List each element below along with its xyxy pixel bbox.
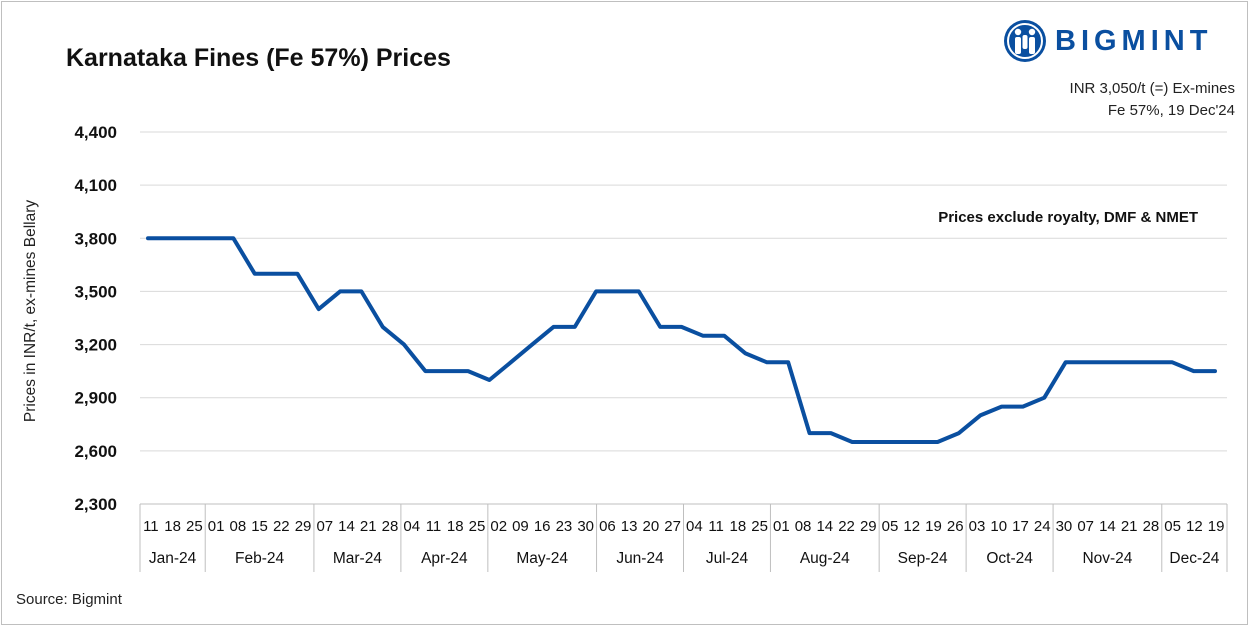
x-month-label: Apr-24	[421, 550, 468, 567]
x-day-tick-label: 14	[816, 518, 833, 535]
x-day-tick-label: 05	[882, 518, 899, 535]
x-month-label: Oct-24	[986, 550, 1033, 567]
x-day-tick-label: 25	[751, 518, 768, 535]
x-day-tick-label: 08	[795, 518, 812, 535]
x-day-tick-label: 01	[208, 518, 225, 535]
x-month-label: Sep-24	[898, 550, 948, 567]
y-axis-ticks: 2,300 2,600 2,900 3,200 3,500 3,800 4,100 4,400	[74, 123, 117, 514]
x-day-tick-label: 22	[273, 518, 290, 535]
x-month-label: Feb-24	[235, 550, 284, 567]
y-tick-label: 2,300	[74, 495, 117, 514]
x-day-tick-label: 02	[490, 518, 507, 535]
x-month-label: Nov-24	[1082, 550, 1132, 567]
x-day-tick-label: 09	[512, 518, 529, 535]
x-day-tick-label: 20	[643, 518, 660, 535]
x-day-tick-label: 30	[577, 518, 594, 535]
x-day-tick-label: 12	[903, 518, 920, 535]
price-line	[146, 236, 1217, 444]
price-series	[146, 236, 1217, 444]
x-day-tick-label: 22	[838, 518, 855, 535]
x-day-tick-label: 17	[1012, 518, 1029, 535]
x-day-tick-label: 04	[403, 518, 420, 535]
price-exclusion-note: Prices exclude royalty, DMF & NMET	[938, 209, 1198, 226]
x-day-tick-label: 12	[1186, 518, 1203, 535]
x-month-label: Mar-24	[333, 550, 382, 567]
gridlines	[140, 131, 1227, 452]
bigmint-logo-icon	[1004, 20, 1046, 62]
x-day-tick-label: 13	[621, 518, 638, 535]
x-day-tick-label: 18	[164, 518, 181, 535]
x-day-tick-label: 08	[229, 518, 246, 535]
x-day-tick-label: 25	[469, 518, 486, 535]
x-day-tick-label: 16	[534, 518, 551, 535]
y-tick-label: 4,100	[74, 176, 117, 195]
x-day-tick-label: 11	[426, 518, 442, 535]
x-day-tick-label: 19	[1208, 518, 1225, 535]
x-day-tick-label: 07	[1077, 518, 1094, 535]
x-day-tick-label: 07	[316, 518, 333, 535]
x-day-tick-label: 28	[382, 518, 399, 535]
x-day-tick-label: 21	[1121, 518, 1138, 535]
x-day-tick-label: 30	[1056, 518, 1073, 535]
y-tick-label: 3,800	[74, 229, 117, 248]
x-day-tick-label: 19	[925, 518, 942, 535]
x-month-label: Dec-24	[1169, 550, 1219, 567]
y-tick-label: 2,900	[74, 389, 117, 408]
source-note: Source: Bigmint	[16, 591, 122, 608]
x-month-label: Aug-24	[800, 550, 850, 567]
x-day-tick-label: 21	[360, 518, 377, 535]
x-day-tick-label: 05	[1164, 518, 1181, 535]
x-day-tick-label: 18	[447, 518, 464, 535]
x-day-tick-label: 28	[1143, 518, 1160, 535]
x-day-tick-label: 15	[251, 518, 268, 535]
x-day-tick-label: 04	[686, 518, 703, 535]
grade-date-note: Fe 57%, 19 Dec'24	[1107, 102, 1235, 119]
x-day-tick-label: 26	[947, 518, 964, 535]
x-month-label: May-24	[516, 550, 568, 567]
x-month-label: Jun-24	[616, 550, 664, 567]
y-tick-label: 3,200	[74, 336, 117, 355]
x-axis: 11 18 25 01 08 15 22 29 07 14 21 28 04 11 18 25 02 09 16 23…	[139, 503, 1228, 572]
current-price-note: INR 3,050/t (=) Ex-mines	[1069, 80, 1235, 97]
x-month-label: Jul-24	[706, 550, 749, 567]
x-day-tick-label: 25	[186, 518, 203, 535]
logo-text: BIGMINT	[1055, 24, 1213, 57]
x-month-label: Jan-24	[149, 550, 197, 567]
y-tick-label: 4,400	[74, 123, 117, 142]
x-day-tick-label: 10	[990, 518, 1007, 535]
y-tick-label: 2,600	[74, 442, 117, 461]
x-day-tick-label: 11	[143, 518, 159, 535]
x-day-tick-label: 03	[969, 518, 986, 535]
x-day-tick-label: 29	[295, 518, 312, 535]
chart-title: Karnataka Fines (Fe 57%) Prices	[66, 44, 451, 72]
x-day-tick-label: 29	[860, 518, 877, 535]
y-tick-label: 3,500	[74, 282, 117, 301]
x-day-tick-label: 06	[599, 518, 616, 535]
bigmint-logo: BIGMINT	[1003, 17, 1212, 65]
x-day-tick-label: 24	[1034, 518, 1051, 535]
y-axis-label: Prices in INR/t, ex-mines Bellary	[22, 200, 39, 422]
x-day-tick-label: 01	[773, 518, 790, 535]
x-day-tick-label: 27	[664, 518, 681, 535]
x-day-tick-label: 23	[556, 518, 573, 535]
x-day-tick-label: 11	[708, 518, 724, 535]
x-day-tick-label: 14	[1099, 518, 1116, 535]
x-day-tick-label: 18	[730, 518, 747, 535]
x-day-tick-label: 14	[338, 518, 355, 535]
